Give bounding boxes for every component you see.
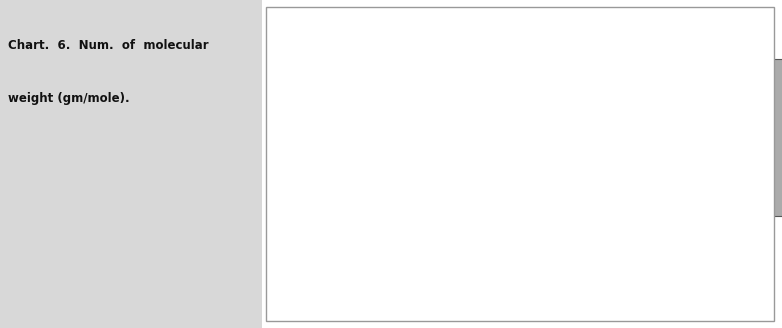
Bar [490, 72, 551, 216]
Bar [709, 88, 769, 216]
Bar [381, 114, 441, 216]
Text: weight (gm/mole).: weight (gm/mole). [8, 92, 130, 105]
Title: Num. of molecular weight (gm/
mole): Num. of molecular weight (gm/ mole) [454, 21, 696, 51]
Text: Chart.  6.  Num.  of  molecular: Chart. 6. Num. of molecular [8, 39, 209, 52]
Legend: After Braiding, After Annealing, After Elastomeric Coating, After Sterilization: After Braiding, After Annealing, After E… [309, 235, 597, 271]
Bar [600, 109, 660, 216]
